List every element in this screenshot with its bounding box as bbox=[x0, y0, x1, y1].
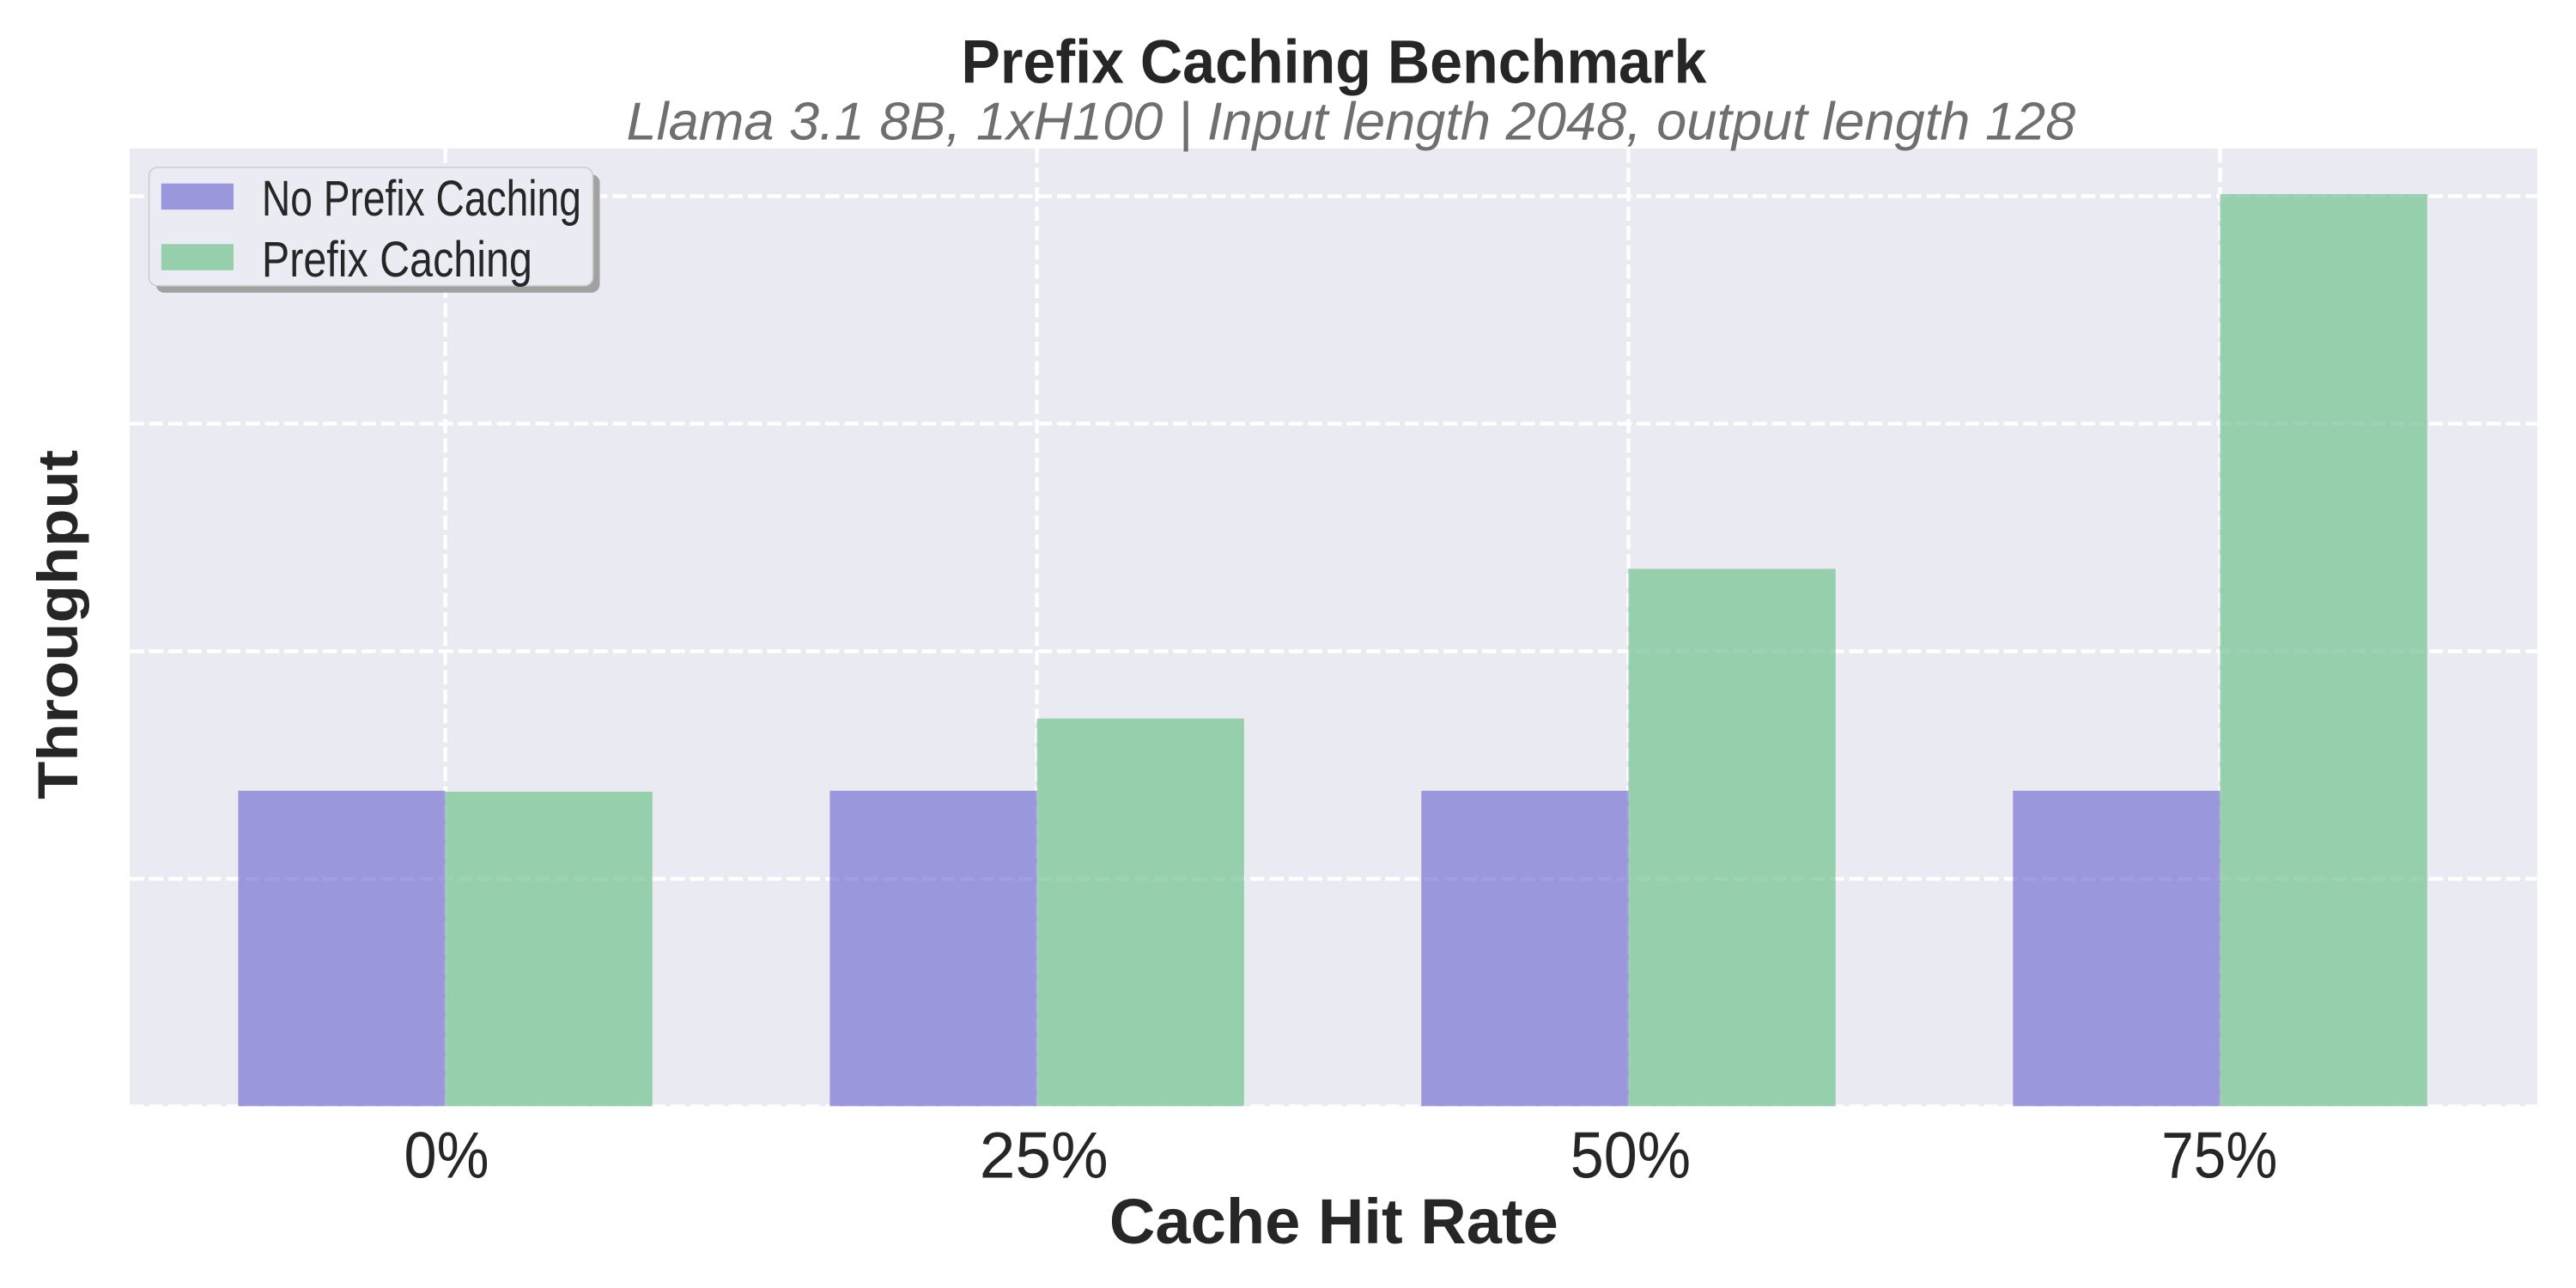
svg-text:75%: 75% bbox=[2161, 1120, 2277, 1193]
svg-text:No Prefix Caching: No Prefix Caching bbox=[262, 171, 581, 227]
svg-text:50%: 50% bbox=[1571, 1120, 1691, 1193]
svg-text:0%: 0% bbox=[404, 1120, 489, 1193]
svg-text:Prefix Caching Benchmark: Prefix Caching Benchmark bbox=[961, 27, 1706, 96]
svg-text:Throughput: Throughput bbox=[26, 450, 89, 799]
svg-text:Llama 3.1 8B, 1xH100 | Input l: Llama 3.1 8B, 1xH100 | Input length 2048… bbox=[627, 92, 2076, 152]
svg-text:Prefix Caching: Prefix Caching bbox=[262, 232, 532, 288]
svg-text:25%: 25% bbox=[980, 1120, 1109, 1193]
svg-text:Cache Hit Rate: Cache Hit Rate bbox=[1109, 1186, 1558, 1257]
